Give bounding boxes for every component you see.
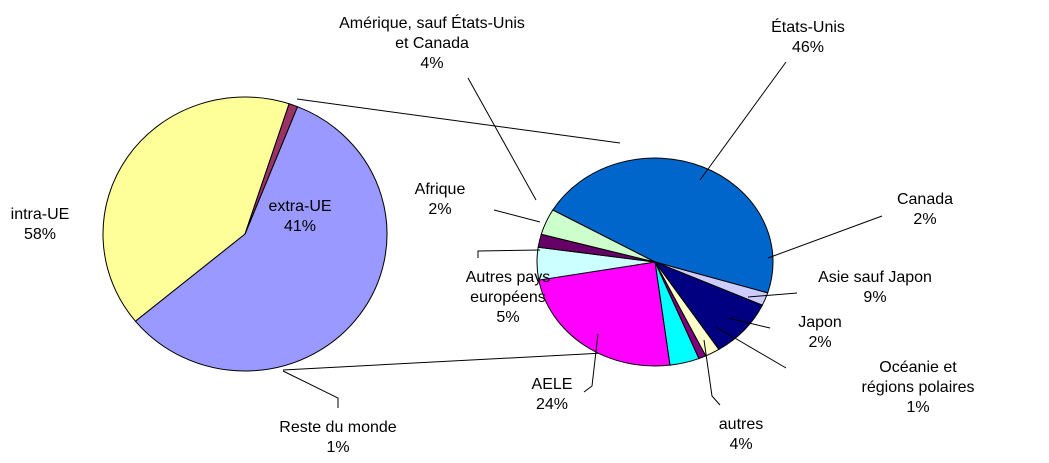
leader-lines xyxy=(282,61,883,408)
value-label: 2% xyxy=(913,211,937,228)
leader-line xyxy=(747,292,798,298)
slice-label: États-Unis 46% xyxy=(771,18,845,58)
category-label: Reste du monde xyxy=(279,419,397,436)
slice-label: Océanie et régions polaires 1% xyxy=(853,358,984,418)
category-label: Afrique xyxy=(414,181,466,198)
slices xyxy=(102,96,774,372)
value-label: 1% xyxy=(906,399,930,416)
value-label: 2% xyxy=(428,201,452,218)
leader-line xyxy=(477,249,541,258)
category-label: Canada xyxy=(896,191,954,208)
category-label: autres xyxy=(718,416,764,433)
slice-label: Canada 2% xyxy=(897,190,953,230)
category-label: Autres pays européens xyxy=(465,269,551,306)
leader-line xyxy=(703,339,721,406)
leader-line xyxy=(282,370,339,408)
connector-line xyxy=(282,349,661,371)
category-label: Japon xyxy=(798,314,842,331)
value-label: 4% xyxy=(729,436,753,453)
leader-line xyxy=(699,61,787,181)
leader-line xyxy=(715,326,787,369)
slice-label: intra-UE 58% xyxy=(11,205,70,245)
connector-line xyxy=(296,98,621,144)
value-label: 41% xyxy=(283,218,317,235)
pie-slice xyxy=(538,261,671,367)
value-label: 5% xyxy=(496,309,520,326)
category-label: AELE xyxy=(531,376,573,393)
category-label: Amérique, sauf États-Unis et Canada xyxy=(339,15,525,52)
category-label: intra-UE xyxy=(10,206,70,223)
slice-label: Autres pays européens 5% xyxy=(466,268,550,328)
leader-line xyxy=(583,333,599,393)
pie-slice xyxy=(134,106,388,372)
slice-label: Amérique, sauf États-Unis et Canada 4% xyxy=(339,14,525,74)
leader-line xyxy=(467,77,537,201)
value-label: 1% xyxy=(326,439,350,456)
value-label: 24% xyxy=(535,396,569,413)
pie-slice xyxy=(244,103,299,235)
connectors xyxy=(282,98,661,371)
slice-label: Afrique 2% xyxy=(415,180,466,220)
category-label: États-Unis xyxy=(771,19,845,36)
pie-slice xyxy=(102,96,290,322)
slice-label: Reste du monde 1% xyxy=(279,418,396,458)
pie-slice xyxy=(552,157,774,294)
category-label: Océanie et régions polaires xyxy=(861,359,975,396)
slice-label: Asie sauf Japon 9% xyxy=(818,268,932,308)
leader-line xyxy=(727,317,771,329)
value-label: 4% xyxy=(420,55,444,72)
leader-line xyxy=(493,209,541,223)
slice-label: AELE 24% xyxy=(532,375,573,415)
category-label: Asie sauf Japon xyxy=(818,269,932,286)
leader-line xyxy=(767,215,883,259)
value-label: 2% xyxy=(808,334,832,351)
value-label: 58% xyxy=(23,226,57,243)
pie-slice xyxy=(540,209,656,263)
slice-label: extra-UE 41% xyxy=(268,197,331,237)
value-label: 46% xyxy=(791,39,825,56)
slice-label: autres 4% xyxy=(719,415,763,455)
value-label: 9% xyxy=(863,289,887,306)
slice-label: Japon 2% xyxy=(798,313,842,353)
category-label: extra-UE xyxy=(268,198,332,215)
